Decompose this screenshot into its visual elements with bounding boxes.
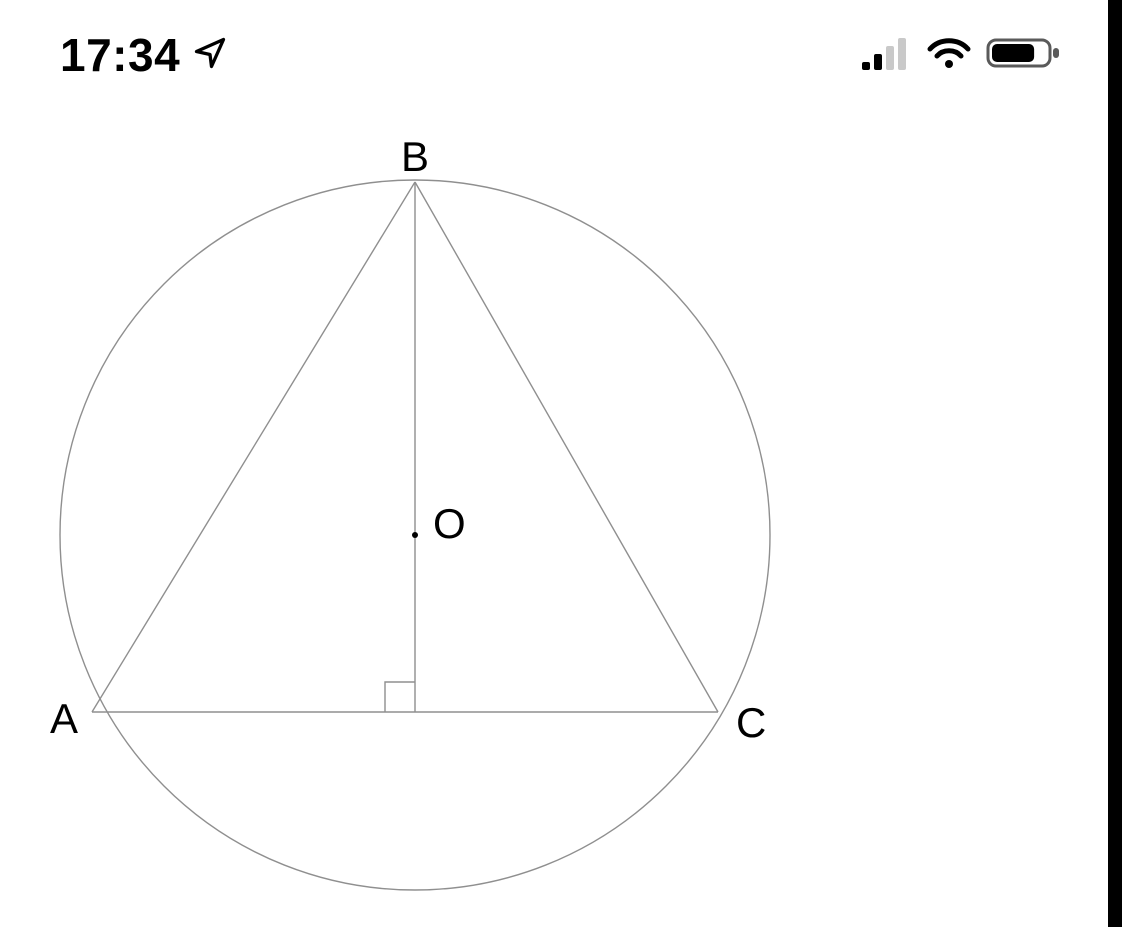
wifi-icon (926, 36, 972, 75)
vertex-label-B: B (401, 133, 429, 180)
location-icon (192, 28, 228, 82)
status-bar-left: 17:34 (60, 28, 228, 82)
vertex-label-A: A (50, 695, 78, 742)
vertex-label-C: C (736, 699, 766, 746)
status-bar-right (862, 36, 1062, 75)
cellular-signal-icon (862, 36, 912, 75)
status-bar: 17:34 (0, 0, 1122, 110)
vertex-label-O: O (433, 500, 466, 547)
geometry-diagram: A B C O (0, 120, 1100, 920)
battery-icon (986, 36, 1062, 75)
status-time: 17:34 (60, 28, 180, 82)
device-frame-edge (1108, 0, 1122, 927)
